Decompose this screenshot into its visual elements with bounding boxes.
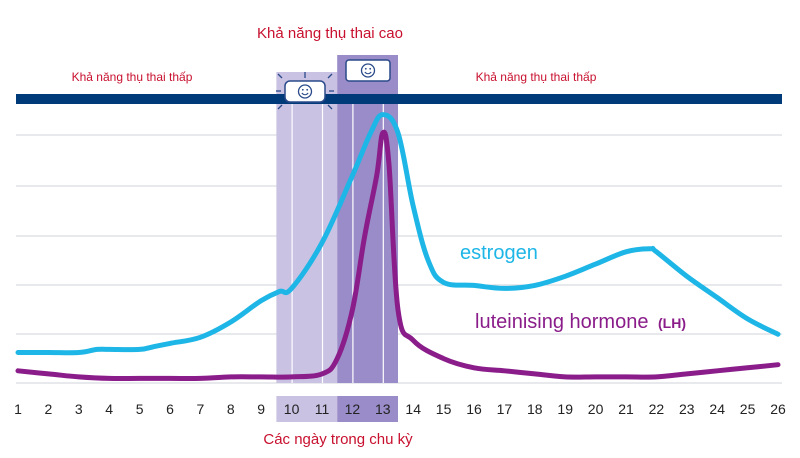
fertile-window-shading — [276, 55, 398, 422]
series-label-estrogen: estrogen — [460, 242, 538, 264]
fertility-band — [16, 94, 782, 104]
series-line-lh — [15, 129, 781, 382]
smiley-sparkle-icon — [276, 72, 334, 110]
x-tick-label: 14 — [405, 401, 421, 417]
x-tick-label: 26 — [770, 401, 786, 417]
x-tick-label: 18 — [527, 401, 543, 417]
x-tick-label: 8 — [227, 401, 235, 417]
x-tick-label: 7 — [197, 401, 205, 417]
series-line-estrogen — [15, 112, 781, 356]
x-tick-label: 9 — [257, 401, 265, 417]
x-tick-label: 3 — [75, 401, 83, 417]
smiley-icon — [345, 59, 391, 82]
x-tick-label: 13 — [375, 401, 391, 417]
tick-highlight — [276, 396, 338, 422]
x-tick-label: 23 — [679, 401, 695, 417]
chart-title: Khả năng thụ thai cao — [257, 25, 403, 42]
series-label-lh: luteinising hormone (LH) — [475, 311, 686, 333]
band-label-right: Khả năng thụ thai thấp — [476, 70, 597, 84]
x-tick-label: 4 — [105, 401, 113, 417]
x-tick-label: 5 — [136, 401, 144, 417]
series — [15, 112, 781, 382]
x-tick-label: 11 — [315, 401, 330, 417]
x-tick-label: 1 — [14, 401, 22, 417]
x-tick-label: 25 — [740, 401, 756, 417]
x-tick-label: 16 — [466, 401, 482, 417]
x-tick-label: 24 — [709, 401, 725, 417]
tick-highlight — [337, 396, 398, 422]
x-tick-label: 2 — [45, 401, 53, 417]
x-tick-label: 12 — [345, 401, 361, 417]
x-tick-label: 6 — [166, 401, 174, 417]
x-axis-label: Các ngày trong chu kỳ — [263, 431, 413, 448]
x-tick-label: 21 — [618, 401, 634, 417]
x-axis-ticks: 1 2 3 4 5 6 7 8 9 10 11 12 13 14 15 16 17 18 19 20 21 22 23 24 2… — [14, 401, 786, 417]
x-tick-label: 17 — [497, 401, 513, 417]
x-tick-label: 22 — [649, 401, 665, 417]
x-tick-label: 10 — [284, 401, 300, 417]
grid — [16, 134, 782, 384]
x-tick-label: 20 — [588, 401, 604, 417]
x-tick-label: 19 — [557, 401, 573, 417]
x-tick-label: 15 — [436, 401, 452, 417]
band-label-left: Khả năng thụ thai thấp — [72, 70, 193, 84]
